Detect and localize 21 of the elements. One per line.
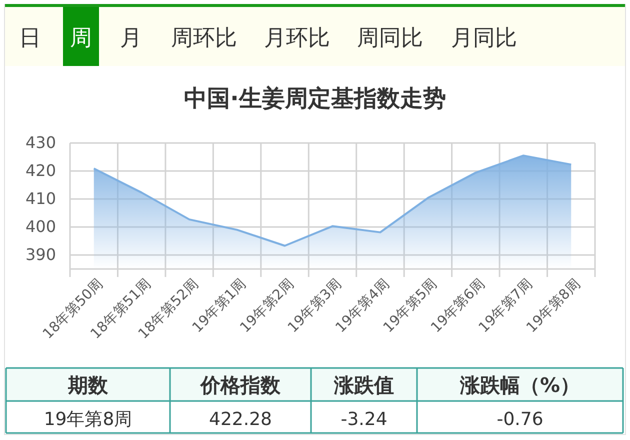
tab-button[interactable]: 周同比: [357, 26, 423, 51]
chart-title: 中国·生姜周定基指数走势: [184, 85, 446, 112]
tab-button[interactable]: 周环比: [171, 26, 237, 51]
text: -0.76: [496, 409, 544, 430]
tab-button[interactable]: 月: [120, 26, 142, 51]
y-tick-label: 410: [25, 189, 56, 208]
tab-button[interactable]: 月环比: [264, 26, 330, 51]
text: 价格指数: [200, 373, 282, 397]
y-tick-label: 400: [25, 217, 56, 236]
text: 期数: [67, 373, 109, 397]
text: 涨跌幅（%）: [458, 373, 580, 397]
y-tick-label: 390: [25, 245, 56, 264]
text: 涨跌值: [333, 373, 394, 397]
y-tick-label: 420: [25, 161, 56, 180]
text: 422.28: [209, 409, 272, 430]
tab-button[interactable]: 月同比: [451, 26, 517, 51]
tab-button[interactable]: 日: [19, 26, 41, 51]
y-tick-label: 430: [25, 133, 56, 152]
text: 19年第8周: [44, 409, 132, 430]
text: -3.24: [340, 409, 388, 430]
tab-button[interactable]: 周: [63, 7, 99, 66]
